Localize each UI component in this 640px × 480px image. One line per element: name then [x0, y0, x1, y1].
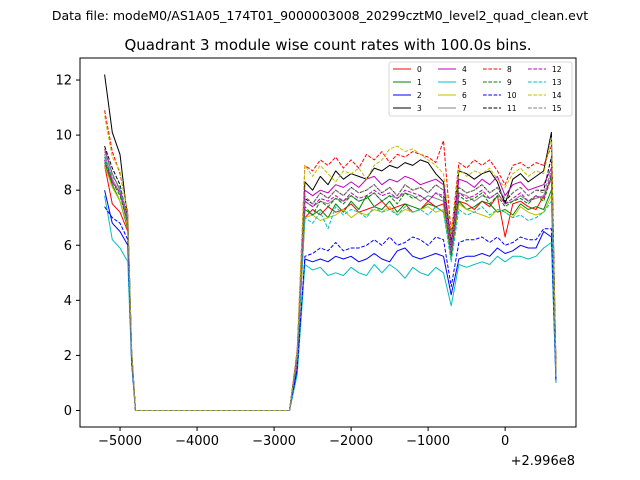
- x-tick-label: −4000: [175, 434, 219, 449]
- legend-label-0: 0: [417, 65, 422, 74]
- x-tick-label: −5000: [98, 434, 142, 449]
- legend-box: [388, 61, 573, 117]
- y-tick-label: 8: [64, 184, 72, 199]
- legend-label-2: 2: [417, 91, 422, 100]
- legend-label-5: 5: [462, 78, 467, 87]
- legend-label-9: 9: [507, 78, 512, 87]
- y-axis-ticks: 0 2 4 6 8 10 12: [55, 74, 80, 419]
- figure-suptitle: Data file: modeM0/AS1A05_174T01_90000030…: [52, 8, 588, 23]
- legend-label-4: 4: [462, 65, 467, 74]
- x-tick-label: −1000: [406, 434, 450, 449]
- legend-label-13: 13: [552, 78, 562, 87]
- x-offset-label: +2.996e8: [511, 454, 575, 469]
- y-tick-label: 4: [64, 294, 72, 309]
- legend-label-15: 15: [552, 104, 562, 113]
- series-line-15: [104, 151, 557, 411]
- x-tick-label: −3000: [252, 434, 296, 449]
- y-tick-label: 12: [55, 74, 72, 89]
- legend-label-7: 7: [462, 104, 467, 113]
- x-tick-label: 0: [501, 434, 509, 449]
- series-line-9: [104, 156, 557, 411]
- legend-label-3: 3: [417, 104, 422, 113]
- series-line-14: [104, 115, 557, 411]
- y-tick-label: 2: [64, 349, 72, 364]
- legend-label-14: 14: [552, 91, 562, 100]
- x-axis-ticks: −5000 −4000 −3000 −2000 −1000 0: [98, 427, 509, 449]
- chart-title: Quadrant 3 module wise count rates with …: [124, 36, 531, 54]
- legend-label-1: 1: [417, 78, 422, 87]
- plot-frame: [79, 57, 577, 428]
- x-tick-label: −2000: [329, 434, 373, 449]
- legend-label-10: 10: [507, 91, 517, 100]
- legend-label-11: 11: [507, 104, 517, 113]
- legend-label-8: 8: [507, 65, 512, 74]
- series-lines: [104, 74, 557, 411]
- y-tick-label: 0: [64, 404, 72, 419]
- legend-label-12: 12: [552, 65, 562, 74]
- y-tick-label: 10: [55, 129, 72, 144]
- legend-label-6: 6: [462, 91, 467, 100]
- y-tick-label: 6: [64, 239, 72, 254]
